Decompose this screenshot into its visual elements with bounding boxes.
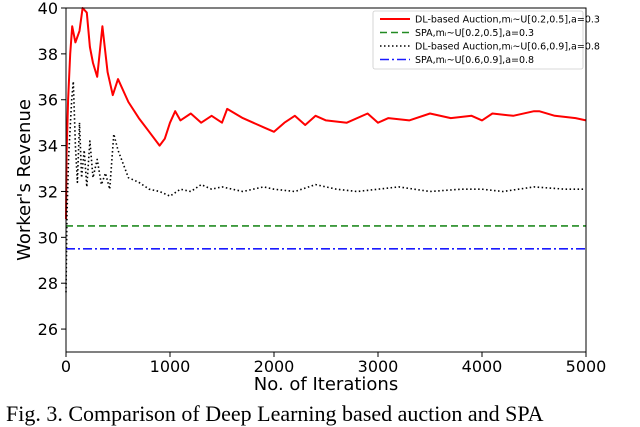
x-axis-label: No. of Iterations: [254, 374, 398, 395]
y-tick-label: 26: [38, 320, 58, 339]
series-line-3: [65, 80, 586, 293]
legend-label-3: DL-based Auction,mᵢ~U[0.6,0.9],a=0.8: [415, 42, 600, 53]
plot-frame: [65, 7, 587, 353]
y-tick-label: 28: [38, 274, 58, 293]
legend-label-4: SPA,mᵢ~U[0.6,0.9],a=0.8: [415, 55, 534, 66]
y-tick-label: 36: [38, 91, 58, 110]
legend-label-1: DL-based Auction,mᵢ~U[0.2,0.5],a=0.3: [415, 15, 600, 26]
legend-label-2: SPA,mᵢ~U[0.2,0.5],a=0.3: [415, 28, 534, 39]
x-tick-label: 0: [61, 357, 71, 376]
revenue-chart: 0 1000 2000 3000 4000 5000 26 28 30 32 34 36 38 40 No…: [14, 0, 607, 395]
y-axis-label: Worker's Revenue: [14, 99, 35, 261]
legend-box: [372, 10, 584, 70]
x-tick-label: 2000: [254, 357, 295, 376]
y-tick-label: 40: [38, 0, 58, 18]
x-tick-label: 5000: [566, 357, 607, 376]
x-tick-label: 4000: [462, 357, 503, 376]
ticks-layer: 0 1000 2000 3000 4000 5000 26 28 30 32 34 36 38 40: [38, 0, 607, 376]
figure-caption: Fig. 3. Comparison of Deep Learning base…: [6, 401, 544, 426]
series-layer: [65, 7, 587, 293]
x-tick-label: 1000: [150, 357, 191, 376]
x-tick-label: 3000: [358, 357, 399, 376]
y-tick-label: 30: [38, 228, 58, 247]
y-tick-label: 38: [38, 45, 58, 64]
y-tick-label: 34: [38, 137, 58, 156]
y-tick-label: 32: [38, 182, 58, 201]
series-line-1: [65, 7, 587, 220]
legend: DL-based Auction,mᵢ~U[0.2,0.5],a=0.3 SPA,…: [372, 10, 600, 70]
